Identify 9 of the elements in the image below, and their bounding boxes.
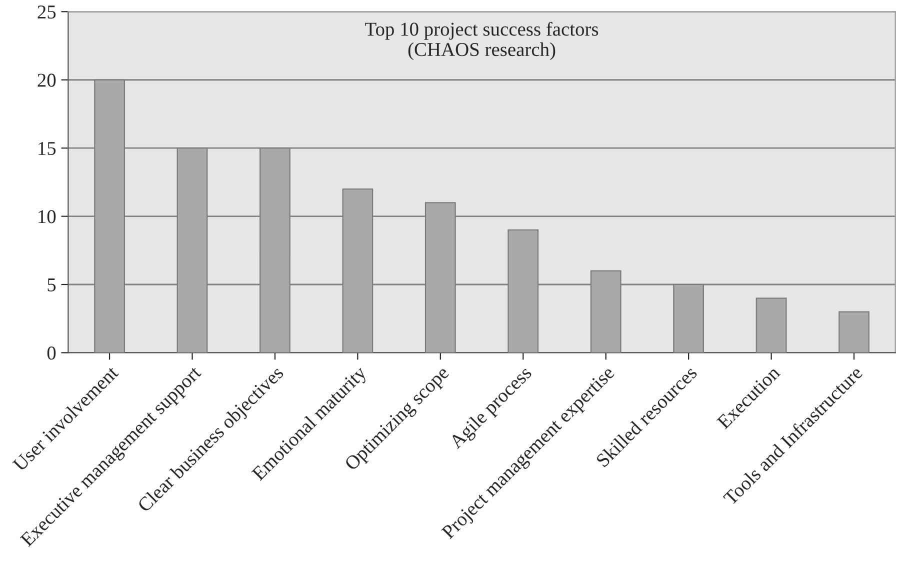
y-tick-label: 20 (38, 74, 56, 87)
text: Top 10 project success factors (CHAOS research) (365, 22, 598, 60)
y-tick-label: 10 (38, 210, 56, 224)
bar (756, 298, 787, 353)
y-tick-label: 0 (47, 346, 56, 360)
bar (838, 311, 870, 353)
y-tick-label: 15 (38, 142, 56, 156)
y-tick-label: 5 (48, 278, 56, 292)
y-tick-label: 25 (38, 6, 56, 19)
